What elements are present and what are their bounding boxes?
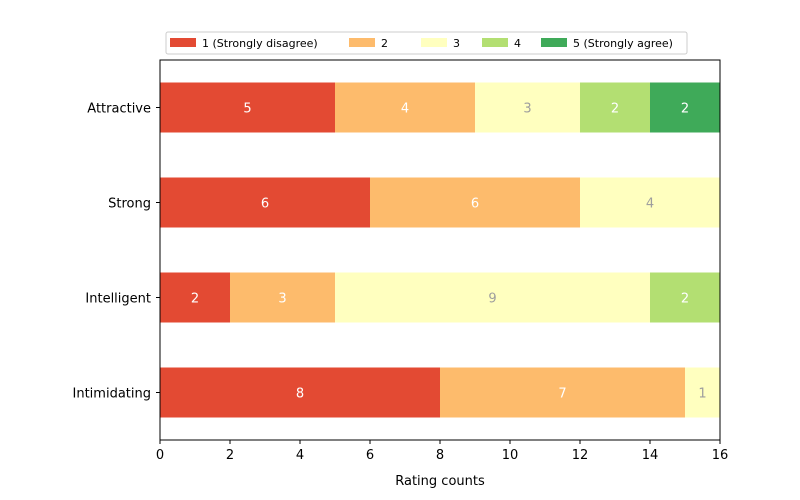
bar-attractive-rating-1 <box>160 82 335 133</box>
x-axis-title: Rating counts <box>395 474 485 489</box>
bar-strong-rating-1 <box>160 177 370 228</box>
bar-label-attractive-rating-4: 2 <box>611 102 619 117</box>
bar-label-strong-rating-2: 6 <box>471 197 479 212</box>
legend-swatch-rating-3 <box>421 38 447 47</box>
bar-intelligent-rating-3 <box>335 272 650 323</box>
bar-attractive-rating-4 <box>580 82 650 133</box>
x-tick-label: 0 <box>156 448 164 463</box>
bar-intelligent-rating-1 <box>160 272 230 323</box>
bar-label-intelligent-rating-1: 2 <box>191 292 199 307</box>
x-tick-label: 12 <box>572 448 589 463</box>
legend-swatch-rating-1 <box>170 38 196 47</box>
bar-label-attractive-rating-2: 4 <box>401 102 409 117</box>
bar-attractive-rating-3 <box>475 82 580 133</box>
bar-intimidating-rating-1 <box>160 367 440 418</box>
bar-attractive-rating-5 <box>650 82 720 133</box>
x-tick-label: 14 <box>642 448 659 463</box>
bar-label-intimidating-rating-2: 7 <box>558 387 566 402</box>
legend-label-rating-2: 2 <box>381 37 388 50</box>
legend-swatch-rating-5 <box>541 38 567 47</box>
bar-intelligent-rating-2 <box>230 272 335 323</box>
bar-attractive-rating-2 <box>335 82 475 133</box>
x-tick-label: 6 <box>366 448 374 463</box>
x-tick-label: 10 <box>502 448 519 463</box>
x-tick-label: 16 <box>712 448 729 463</box>
legend-swatch-rating-4 <box>482 38 508 47</box>
legend-label-rating-1: 1 (Strongly disagree) <box>202 37 318 50</box>
legend-label-rating-5: 5 (Strongly agree) <box>573 37 673 50</box>
bar-label-attractive-rating-5: 2 <box>681 102 689 117</box>
bars <box>160 82 720 418</box>
legend-swatch-rating-2 <box>349 38 375 47</box>
legend: 1 (Strongly disagree) 2 3 4 5 (Strongly agre… <box>165 31 688 55</box>
y-tick-label-attractive: Attractive <box>87 102 151 117</box>
y-axis: Attractive Strong Intelligent Intimidating <box>73 102 160 402</box>
legend-label-rating-4: 4 <box>514 37 521 50</box>
bar-intimidating-rating-3 <box>685 367 720 418</box>
bar-label-strong-rating-1: 6 <box>261 197 269 212</box>
bar-label-strong-rating-3: 4 <box>646 197 654 212</box>
y-tick-label-intimidating: Intimidating <box>73 387 151 402</box>
bar-label-intelligent-rating-2: 3 <box>278 292 286 307</box>
bar-label-attractive-rating-1: 5 <box>243 102 251 117</box>
y-tick-label-intelligent: Intelligent <box>85 292 151 307</box>
bar-label-attractive-rating-3: 3 <box>523 102 531 117</box>
y-tick-label-strong: Strong <box>108 197 151 212</box>
x-axis: 0 2 4 6 8 10 12 14 16 <box>156 440 728 463</box>
bar-label-intimidating-rating-1: 8 <box>296 387 304 402</box>
x-tick-label: 2 <box>226 448 234 463</box>
x-tick-label: 4 <box>296 448 304 463</box>
x-tick-label: 8 <box>436 448 444 463</box>
bar-intelligent-rating-4 <box>650 272 720 323</box>
bar-intimidating-rating-2 <box>440 367 685 418</box>
bar-label-intelligent-rating-3: 9 <box>488 292 496 307</box>
bar-strong-rating-2 <box>370 177 580 228</box>
bar-label-intimidating-rating-3: 1 <box>698 387 706 402</box>
bar-labels: 5 4 3 2 2 6 6 4 2 3 9 2 8 7 1 <box>191 102 707 402</box>
bar-label-intelligent-rating-4: 2 <box>681 292 689 307</box>
legend-label-rating-3: 3 <box>453 37 460 50</box>
bar-strong-rating-3 <box>580 177 720 228</box>
